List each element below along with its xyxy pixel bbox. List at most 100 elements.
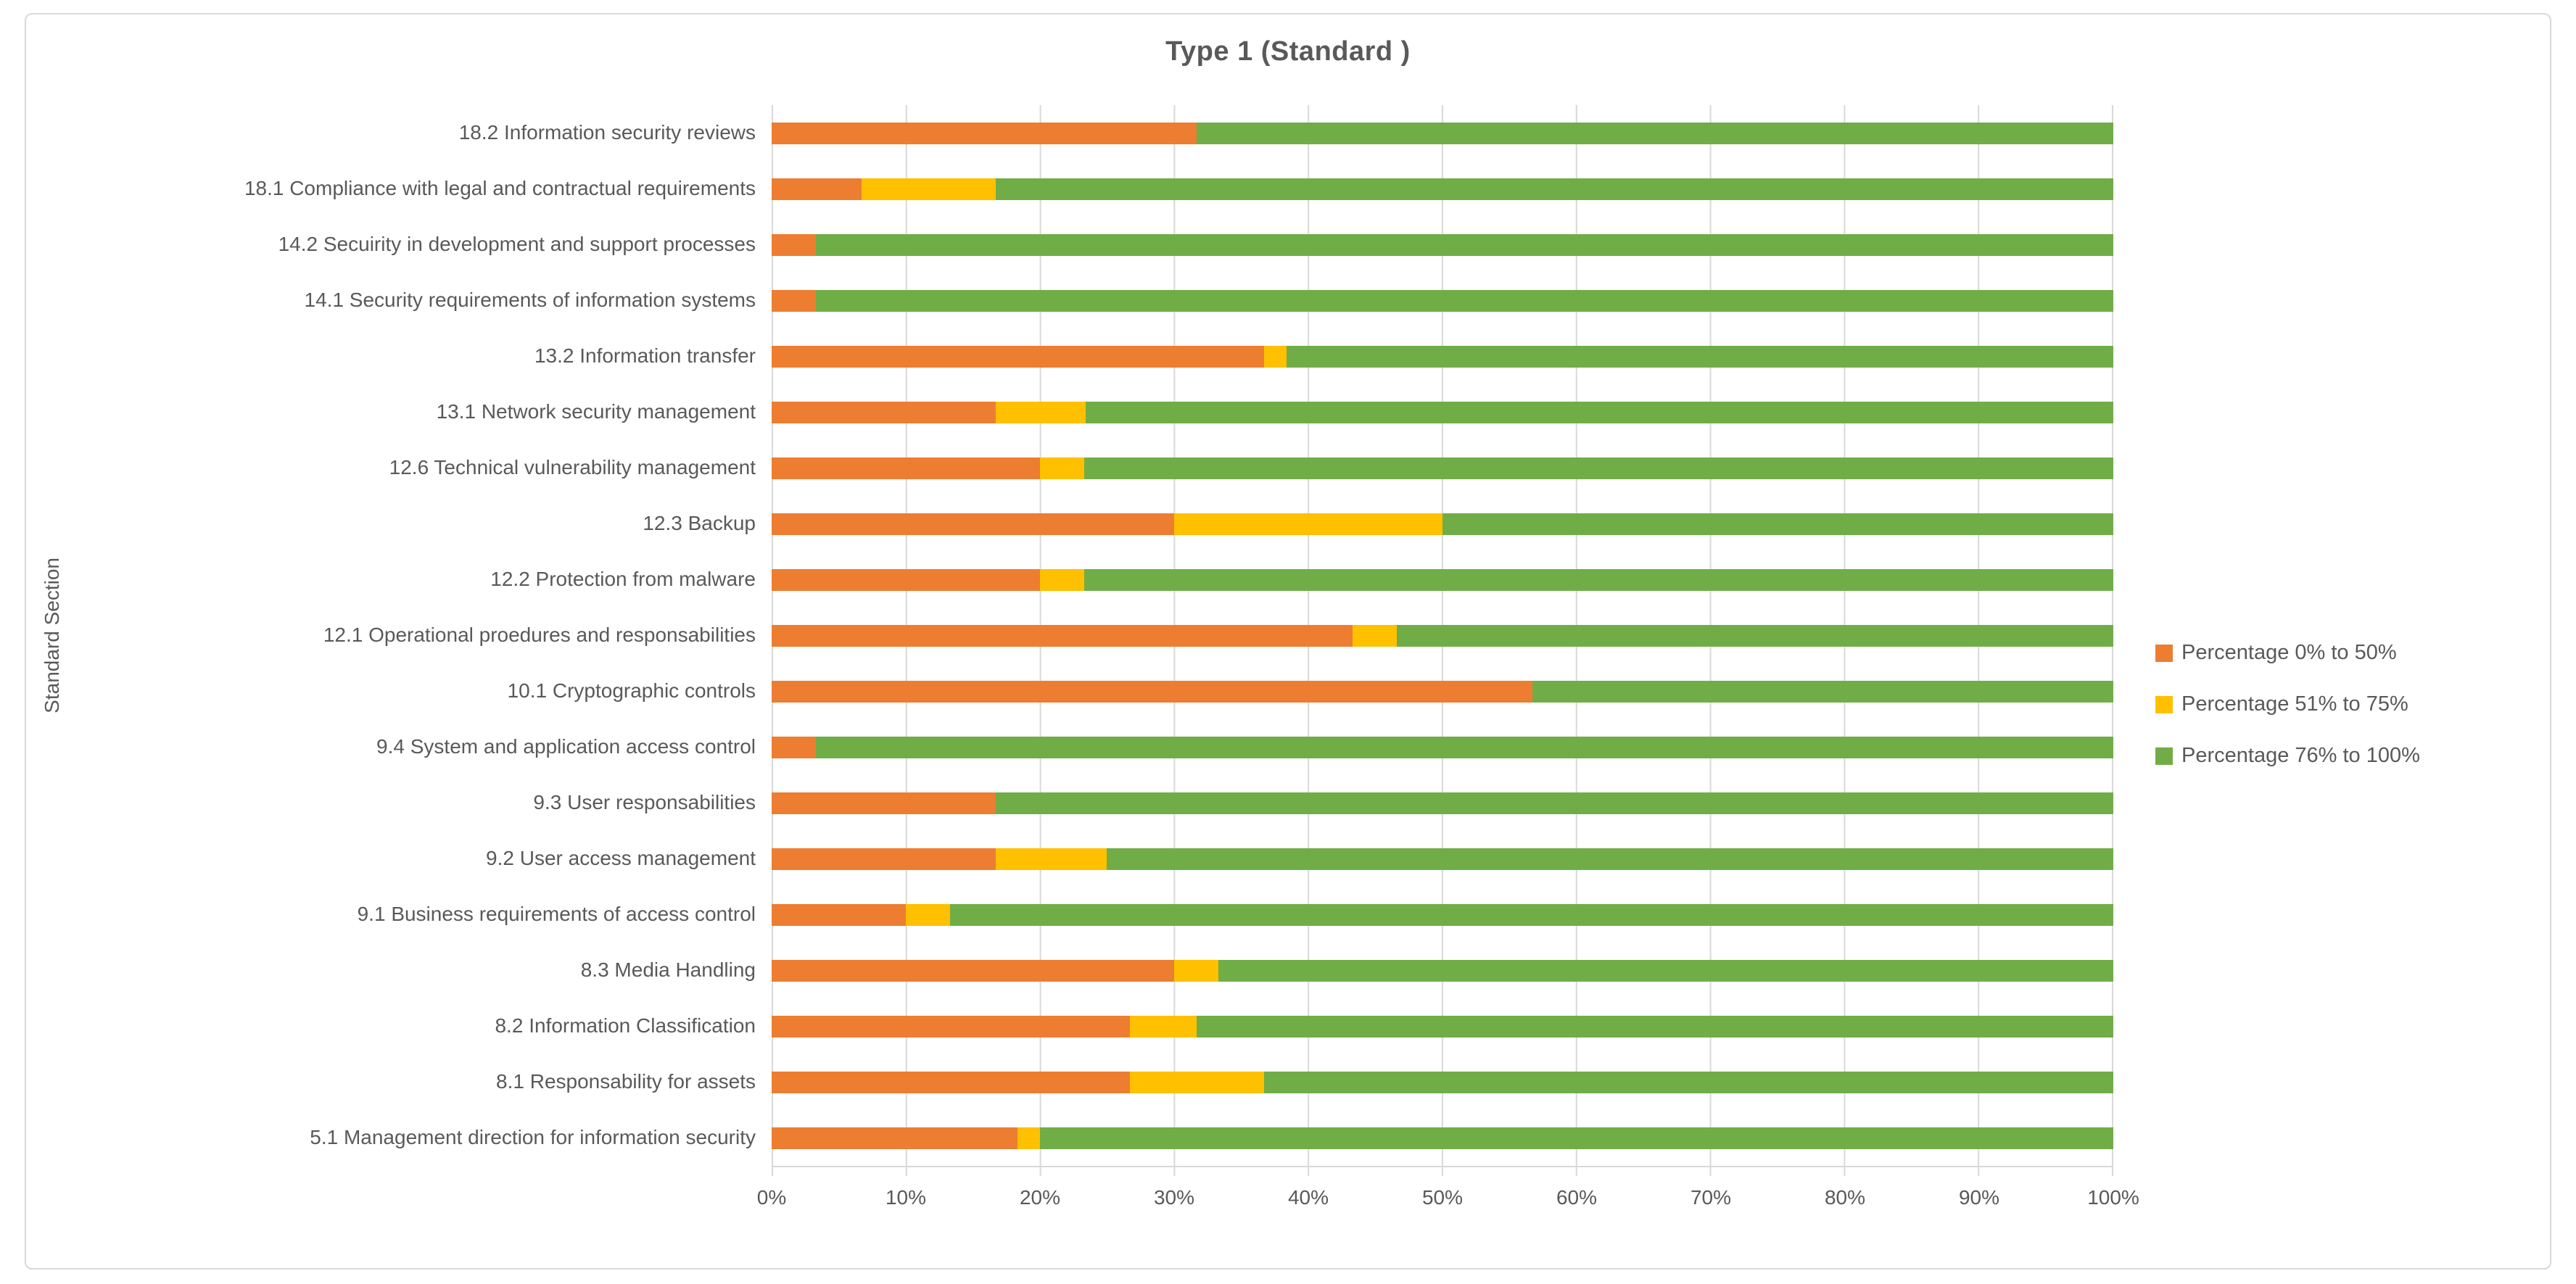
bar-segment xyxy=(1085,401,2113,423)
bar-row xyxy=(772,161,2113,217)
bar-segment xyxy=(772,1015,1130,1037)
stacked-bar xyxy=(772,848,2113,870)
x-tick-label: 60% xyxy=(1556,1186,1598,1209)
bar-segment xyxy=(1039,1127,2113,1149)
bar-segment xyxy=(1197,1015,2113,1037)
category-label: 14.2 Secuirity in development and suppor… xyxy=(278,233,756,256)
bar-row xyxy=(772,273,2113,328)
bar-segment xyxy=(1174,959,1219,982)
bar-segment xyxy=(995,848,1107,870)
stacked-bar xyxy=(772,122,2113,144)
bar-row xyxy=(772,608,2113,663)
bar-segment xyxy=(1017,1127,1040,1149)
category-label: 9.1 Business requirements of access cont… xyxy=(357,903,756,926)
bar-row xyxy=(772,831,2113,887)
x-axis-labels: 0% 10% 20% 30% 40% 50% 60% 70% 80% 90% 100% xyxy=(757,1176,2139,1217)
bar-row xyxy=(772,719,2113,775)
bar-segment xyxy=(772,903,906,926)
x-tick-label: 20% xyxy=(1019,1186,1061,1209)
stacked-bar xyxy=(772,792,2113,814)
x-tick-label: 40% xyxy=(1287,1186,1329,1209)
bar-segment xyxy=(906,903,951,926)
bar-row xyxy=(772,552,2113,608)
bar-row xyxy=(772,887,2113,943)
stacked-bar xyxy=(772,568,2113,591)
bar-segment xyxy=(950,903,2113,926)
bar-segment xyxy=(1084,568,2113,591)
x-tick-label: 70% xyxy=(1690,1186,1732,1209)
bar-row xyxy=(772,496,2113,552)
bar-segment xyxy=(1442,513,2113,535)
bar-segment xyxy=(772,457,1040,479)
stacked-bar xyxy=(772,401,2113,423)
category-label: 10.1 Cryptographic controls xyxy=(507,679,756,703)
bar-segment xyxy=(772,513,1174,535)
bar-row xyxy=(772,105,2113,161)
category-label: 8.3 Media Handling xyxy=(580,958,756,982)
stacked-bar xyxy=(772,680,2113,703)
bar-segment xyxy=(772,233,817,256)
y-axis-title-column: Standard Section xyxy=(26,105,78,1166)
bar-segment xyxy=(772,178,862,200)
stacked-bar xyxy=(772,178,2113,200)
bar-segment xyxy=(1107,848,2113,870)
bar-row xyxy=(772,384,2113,440)
bar-segment xyxy=(1174,513,1442,535)
legend-swatch xyxy=(2155,644,2173,662)
bar-segment xyxy=(1532,680,2113,703)
bar-segment xyxy=(1129,1015,1197,1037)
bar-segment xyxy=(1397,624,2113,647)
bar-segment xyxy=(772,568,1040,591)
stacked-bar xyxy=(772,903,2113,926)
bar-segment xyxy=(816,736,2113,758)
bar-row xyxy=(772,943,2113,998)
category-label: 12.6 Technical vulnerability management xyxy=(389,456,756,479)
bar-row xyxy=(772,775,2113,831)
bar-segment xyxy=(1084,457,2113,479)
legend-swatch xyxy=(2155,695,2173,713)
bar-segment xyxy=(816,289,2113,312)
chart-main: Standard Section 18.2 Information securi… xyxy=(26,105,2550,1217)
x-tick-label: 10% xyxy=(885,1186,927,1209)
stacked-bar xyxy=(772,959,2113,982)
legend-label: Percentage 76% to 100% xyxy=(2181,744,2420,767)
bar-row xyxy=(772,217,2113,273)
x-tick-label: 50% xyxy=(1421,1186,1464,1209)
bar-segment xyxy=(772,792,996,814)
stacked-bar xyxy=(772,1015,2113,1037)
plot-rows xyxy=(772,105,2113,1167)
bar-segment xyxy=(772,289,817,312)
x-tick-label: 90% xyxy=(1958,1186,2000,1209)
legend: Percentage 0% to 50% Percentage 51% to 75… xyxy=(2113,105,2550,1217)
legend-swatch xyxy=(2155,747,2173,765)
bar-segment xyxy=(772,680,1532,703)
category-label: 9.2 User access management xyxy=(486,847,756,870)
bar-segment xyxy=(1263,345,1287,368)
bar-segment xyxy=(772,848,996,870)
bar-row xyxy=(772,663,2113,719)
bar-segment xyxy=(772,624,1353,647)
plot-area: 0% 10% 20% 30% 40% 50% 60% 70% 80% 90% 100% xyxy=(757,105,2139,1217)
bar-segment xyxy=(1353,624,1398,647)
bar-segment xyxy=(1040,457,1085,479)
stacked-bar xyxy=(772,1071,2113,1093)
stacked-bar xyxy=(772,457,2113,479)
stacked-bar xyxy=(772,513,2113,535)
chart-container: Type 1 (Standard ) Standard Section 18.2… xyxy=(25,13,2551,1269)
category-label: 9.4 System and application access contro… xyxy=(376,735,756,758)
stacked-bar xyxy=(772,1127,2113,1149)
category-label: 5.1 Management direction for information… xyxy=(310,1126,756,1149)
bar-segment xyxy=(1218,959,2113,982)
stacked-bar xyxy=(772,233,2113,256)
category-label: 12.1 Operational proedures and responsab… xyxy=(323,624,756,647)
bar-row xyxy=(772,1054,2113,1110)
bar-segment xyxy=(1263,1071,2113,1093)
stacked-bar xyxy=(772,289,2113,312)
category-label: 14.1 Security requirements of informatio… xyxy=(304,289,756,312)
bar-segment xyxy=(1197,122,2113,144)
bar-segment xyxy=(816,233,2113,256)
x-tick-label: 0% xyxy=(756,1186,787,1209)
category-label: 8.1 Responsability for assets xyxy=(496,1070,756,1093)
category-label: 8.2 Information Classification xyxy=(495,1014,756,1037)
legend-entry: Percentage 0% to 50% xyxy=(2155,641,2550,665)
